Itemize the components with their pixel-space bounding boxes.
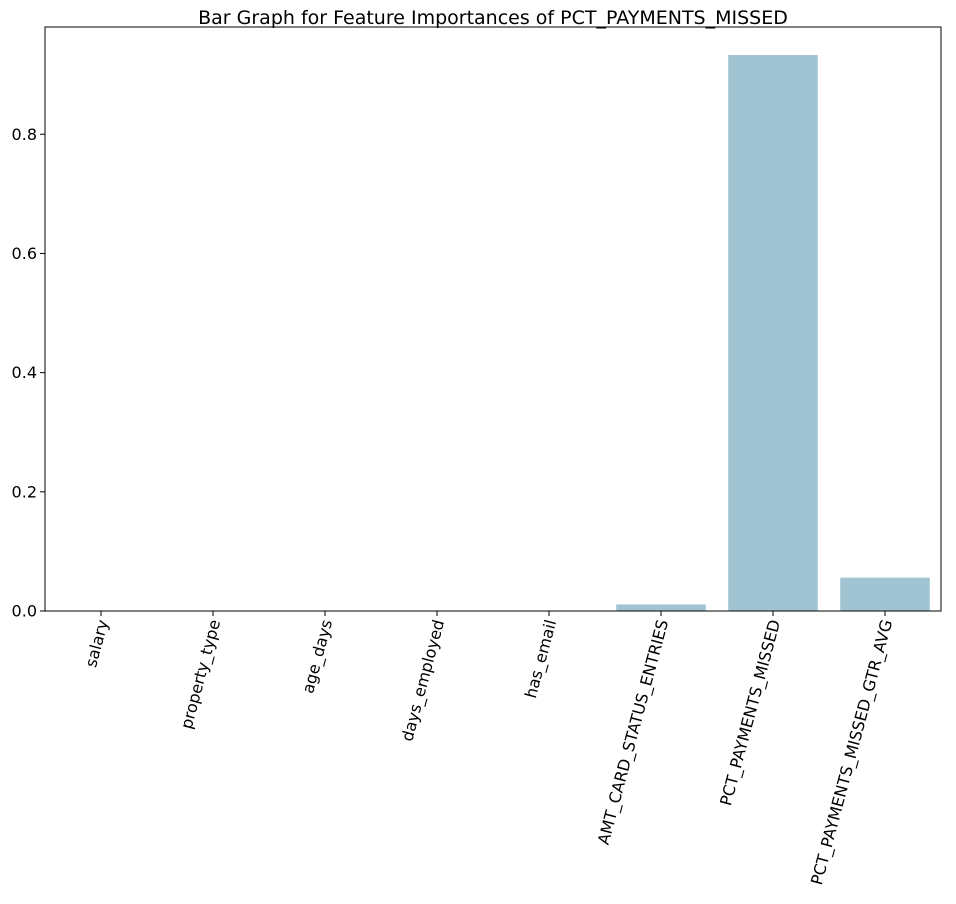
y-tick-label: 0.8 xyxy=(12,125,37,144)
x-tick-label: PCT_PAYMENTS_MISSED_GTR_AVG xyxy=(807,618,897,888)
x-tick-label: PCT_PAYMENTS_MISSED xyxy=(716,618,785,808)
bar-pct-payments-missed xyxy=(728,55,818,611)
x-tick-label: has_email xyxy=(521,618,561,701)
x-tick-label: days_employed xyxy=(397,618,449,744)
x-tick-label: salary xyxy=(81,618,112,670)
bar-amt-card-status-entries xyxy=(616,604,706,611)
x-tick-label: property_type xyxy=(177,618,225,732)
bar-pct-payments-missed-gtr-avg xyxy=(840,577,930,611)
y-tick-label: 0.6 xyxy=(12,244,37,263)
y-axis: 0.0 0.2 0.4 0.6 0.8 xyxy=(12,125,45,621)
x-tick-label: age_days xyxy=(298,618,337,696)
y-tick-label: 0.0 xyxy=(12,602,37,621)
chart-title: Bar Graph for Feature Importances of PCT… xyxy=(198,7,788,29)
x-tick-label: AMT_CARD_STATUS_ENTRIES xyxy=(594,618,673,847)
y-tick-label: 0.4 xyxy=(12,363,37,382)
y-tick-label: 0.2 xyxy=(12,482,37,501)
plot-frame xyxy=(44,26,942,612)
x-axis: salary property_type age_days days_employed… xyxy=(81,611,897,887)
bars-layer xyxy=(616,55,930,611)
